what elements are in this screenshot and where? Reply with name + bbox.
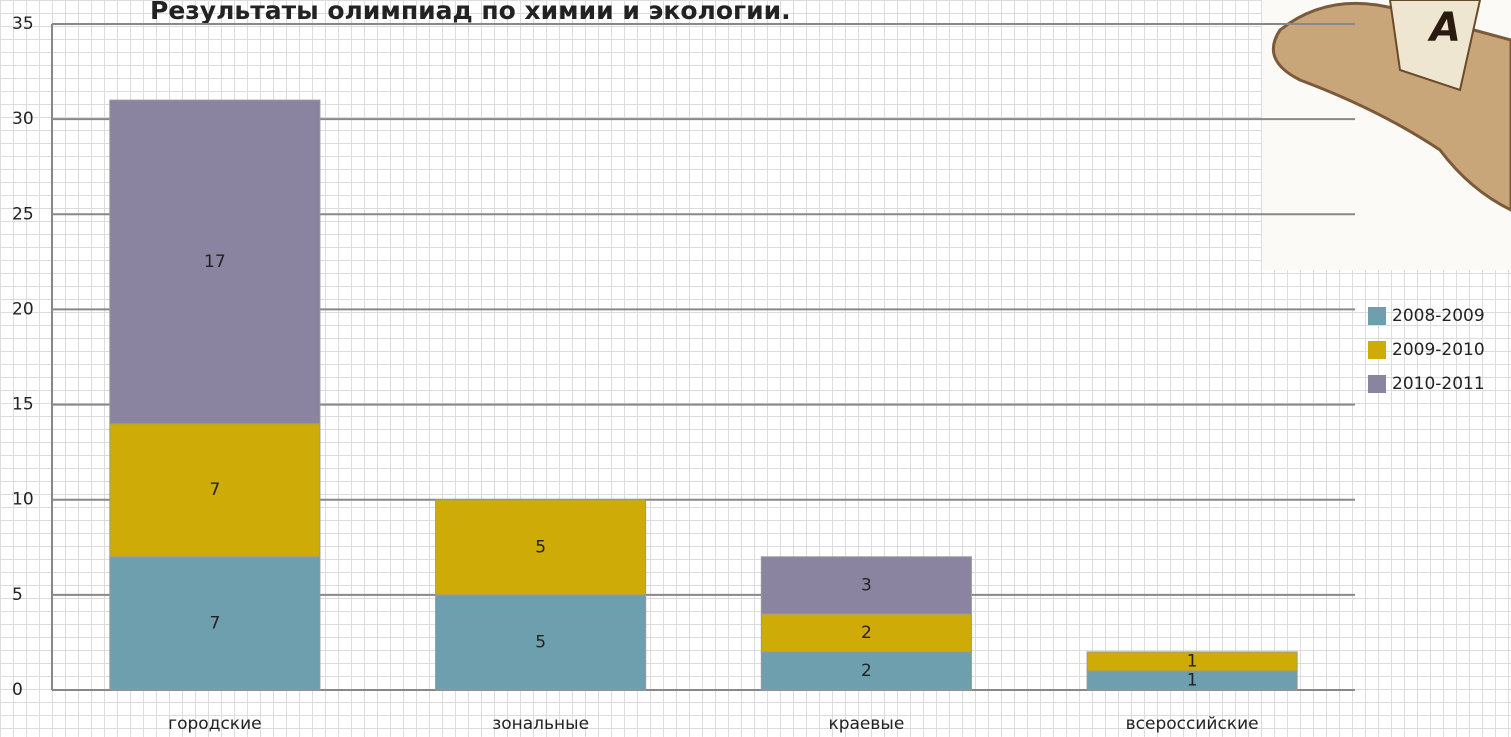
- y-tick-label: 15: [12, 395, 34, 415]
- legend-label: 2008-2009: [1392, 306, 1485, 326]
- y-tick-label: 0: [12, 680, 23, 700]
- legend-label: 2009-2010: [1392, 340, 1485, 360]
- legend-swatch: [1368, 375, 1386, 393]
- y-tick-label: 20: [12, 299, 34, 319]
- x-tick-label: всероссийские: [1126, 714, 1259, 734]
- data-label: 5: [535, 632, 546, 652]
- data-label: 7: [209, 613, 220, 633]
- x-tick-label: краевые: [828, 714, 904, 734]
- scroll-picture: A: [1262, 0, 1511, 270]
- chart: A Результаты олимпиад по химии и экологи…: [0, 0, 1511, 737]
- data-label: 3: [861, 575, 872, 595]
- data-label: 5: [535, 537, 546, 557]
- y-tick-label: 25: [12, 204, 34, 224]
- data-label: 2: [861, 661, 872, 681]
- data-label: 17: [204, 252, 226, 272]
- data-label: 1: [1187, 670, 1198, 690]
- page: {"chart_data": {"type": "stacked-bar", "…: [0, 0, 1511, 737]
- svg-text:A: A: [1427, 5, 1461, 51]
- data-label: 2: [861, 623, 872, 643]
- legend-swatch: [1368, 341, 1386, 359]
- data-label: 1: [1187, 651, 1198, 671]
- chart-title: Результаты олимпиад по химии и экологии.: [150, 0, 791, 25]
- y-tick-label: 5: [12, 585, 23, 605]
- x-tick-label: городские: [168, 714, 261, 734]
- legend-swatch: [1368, 307, 1386, 325]
- y-tick-label: 30: [12, 109, 34, 129]
- y-tick-label: 10: [12, 490, 34, 510]
- data-label: 7: [209, 480, 220, 500]
- y-tick-label: 35: [12, 14, 34, 34]
- x-tick-label: зональные: [492, 714, 589, 734]
- legend-label: 2010-2011: [1392, 374, 1485, 394]
